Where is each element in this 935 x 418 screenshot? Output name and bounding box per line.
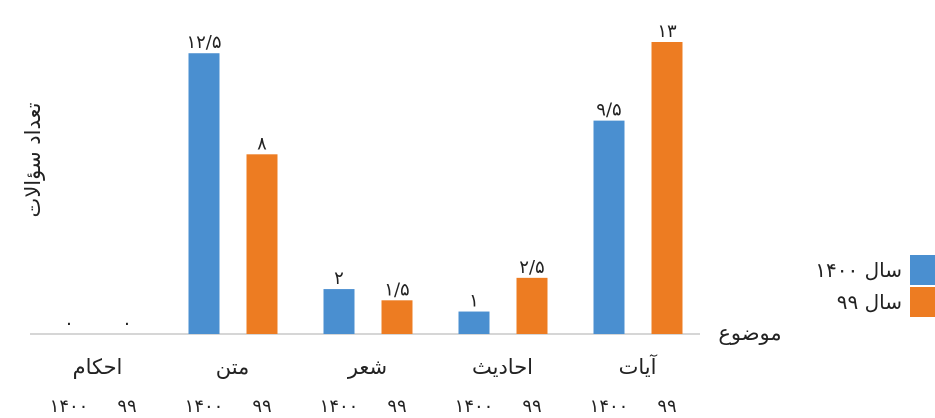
value-label: ۹/۵ <box>596 100 621 121</box>
bar <box>246 154 278 334</box>
bar <box>458 311 490 334</box>
series-sub-label: ۹۹ <box>117 396 136 417</box>
value-label: ۰ <box>64 313 74 334</box>
value-label: ۸ <box>257 133 267 154</box>
series-sub-label: ۱۴۰۰ <box>590 396 629 417</box>
legend-swatch-1400 <box>910 255 935 285</box>
series-sub-label: ۹۹ <box>387 396 406 417</box>
series-sub-label: ۱۴۰۰ <box>320 396 359 417</box>
series-sub-label: ۱۴۰۰ <box>185 396 224 417</box>
category-label: متن <box>216 355 250 379</box>
legend: سال ۱۴۰۰ سال ۹۹ <box>790 254 935 318</box>
series-sub-label: ۱۴۰۰ <box>455 396 494 417</box>
bar <box>651 42 683 334</box>
series-sub-label: ۹۹ <box>252 396 271 417</box>
x-axis-label: موضوع <box>718 321 781 345</box>
category-label: احادیث <box>472 355 533 379</box>
bar <box>188 53 220 334</box>
value-label: ۱ <box>469 291 479 312</box>
legend-swatch-99 <box>910 287 935 317</box>
value-label: ۰ <box>122 313 132 334</box>
bar <box>593 120 625 334</box>
series-sub-label: ۹۹ <box>657 396 676 417</box>
series-sub-label: ۱۴۰۰ <box>50 396 89 417</box>
value-label: ۱۲/۵ <box>186 32 221 53</box>
legend-item-1400: سال ۱۴۰۰ <box>790 254 935 286</box>
value-label: ۱/۵ <box>384 279 409 300</box>
y-axis-label: تعداد سؤالات <box>21 102 45 217</box>
legend-label-99: سال ۹۹ <box>836 290 902 314</box>
bar <box>516 277 548 334</box>
category-label: آیات <box>619 354 658 379</box>
bar <box>323 289 355 334</box>
value-label: ۲ <box>334 268 344 289</box>
bar <box>381 300 413 334</box>
value-label: ۲/۵ <box>519 257 544 278</box>
category-label: احکام <box>73 355 123 379</box>
legend-item-99: سال ۹۹ <box>790 286 935 318</box>
category-label: شعر <box>347 355 387 379</box>
series-sub-label: ۹۹ <box>522 396 541 417</box>
legend-label-1400: سال ۱۴۰۰ <box>815 258 902 282</box>
value-label: ۱۳ <box>657 21 677 42</box>
